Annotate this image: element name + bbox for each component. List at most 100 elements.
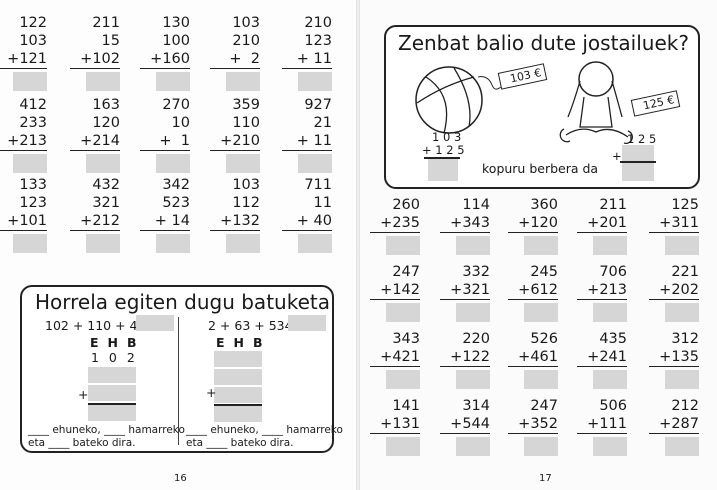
answer-box[interactable] [456, 437, 490, 456]
addition-problem: 245 +612 [508, 263, 558, 322]
answer-box[interactable] [86, 72, 120, 91]
addend: 210 [304, 15, 332, 31]
addition-problem: 247 +142 [370, 263, 420, 322]
addend: 312 [671, 331, 699, 347]
addition-problem: 342 523 + 14 [140, 176, 190, 253]
answer-box[interactable] [593, 370, 627, 389]
digit-box[interactable] [214, 387, 262, 403]
answer-box[interactable] [156, 72, 190, 91]
first-row-left: 1 0 2 [91, 350, 138, 365]
answer-box[interactable] [226, 72, 260, 91]
addition-problem: 706 +213 [577, 263, 627, 322]
method-box: Horrela egiten dugu batuketa 102 + 110 +… [20, 285, 343, 453]
answer-box[interactable] [298, 234, 332, 253]
addition-problem: 435 +241 [577, 330, 627, 389]
answer-box[interactable] [226, 234, 260, 253]
addend: 125 [671, 197, 699, 213]
answer-box-right[interactable] [288, 315, 326, 331]
answer-box[interactable] [156, 234, 190, 253]
addend-with-plus: +612 [508, 281, 558, 300]
divider [178, 317, 179, 445]
addend: 412 [19, 97, 47, 113]
answer-box[interactable] [456, 303, 490, 322]
answer-box[interactable] [593, 236, 627, 255]
digit-box[interactable] [88, 367, 136, 383]
digit-box[interactable] [214, 369, 262, 385]
answer-box[interactable] [298, 72, 332, 91]
answer-box[interactable] [86, 154, 120, 173]
addend-with-plus: +213 [0, 132, 47, 151]
addition-problem: 103 210 + 2 [210, 14, 260, 91]
addend-with-plus: +102 [70, 50, 120, 69]
answer-box[interactable] [665, 370, 699, 389]
answer-box[interactable] [593, 303, 627, 322]
addend: 314 [462, 398, 490, 414]
ehb-header-left: EHB [90, 335, 146, 350]
addend: 260 [392, 197, 420, 213]
answer-box[interactable] [156, 154, 190, 173]
addition-problem: 343 +421 [370, 330, 420, 389]
answer-box[interactable] [13, 72, 47, 91]
sentence-left-2: eta ____ bateko dira. [28, 437, 136, 449]
addend-with-plus: +122 [440, 348, 490, 367]
sentence-right-1: ____ ehuneko, ____ hamarreko [186, 424, 343, 436]
digit-box[interactable] [88, 385, 136, 401]
addend: 332 [462, 264, 490, 280]
answer-box[interactable] [298, 154, 332, 173]
answer-box[interactable] [226, 154, 260, 173]
sum-top: 1 0 3 [432, 130, 462, 144]
answer-box[interactable] [665, 437, 699, 456]
addend: 114 [462, 197, 490, 213]
page-fold [356, 0, 360, 490]
addend-with-plus: +101 [0, 212, 47, 231]
toys-alt-box[interactable] [622, 145, 654, 181]
answer-box[interactable] [386, 236, 420, 255]
addition-problem: 360 +120 [508, 196, 558, 255]
addend: 110 [232, 115, 260, 131]
answer-box[interactable] [386, 303, 420, 322]
answer-box[interactable] [456, 370, 490, 389]
toys-answer-box[interactable] [428, 159, 458, 181]
addend: 342 [162, 177, 190, 193]
addition-problem: 711 11 + 40 [282, 176, 332, 253]
addend-with-plus: +111 [577, 415, 627, 434]
answer-box[interactable] [456, 236, 490, 255]
addition-problem: 210 123 + 11 [282, 14, 332, 91]
sentence-right-2: eta ____ bateko dira. [186, 437, 294, 449]
addend-with-plus: +210 [210, 132, 260, 151]
addend-with-plus: +241 [577, 348, 627, 367]
answer-box[interactable] [524, 437, 558, 456]
addend: 711 [304, 177, 332, 193]
addend: 103 [19, 33, 47, 49]
answer-box[interactable] [665, 303, 699, 322]
addend: 10 [171, 115, 190, 131]
answer-box[interactable] [665, 236, 699, 255]
answer-box[interactable] [13, 234, 47, 253]
addend: 130 [162, 15, 190, 31]
answer-box[interactable] [524, 370, 558, 389]
answer-box[interactable] [86, 234, 120, 253]
result-box[interactable] [88, 405, 136, 421]
method-title: Horrela egiten dugu batuketa [35, 290, 330, 314]
sum-bottom: + 1 2 5 [422, 143, 465, 157]
answer-box-left[interactable] [136, 315, 174, 331]
page-number-17: 17 [539, 473, 552, 484]
addend: 432 [92, 177, 120, 193]
toys-box: Zenbat balio dute jostailuek? 103 € 125 … [384, 25, 700, 189]
addend-with-plus: +213 [577, 281, 627, 300]
plus-sign: + [206, 385, 217, 400]
answer-box[interactable] [524, 236, 558, 255]
addition-problem: 412 233 +213 [0, 96, 47, 173]
addend: 100 [162, 33, 190, 49]
addend-with-plus: +321 [440, 281, 490, 300]
answer-box[interactable] [386, 370, 420, 389]
digit-box[interactable] [214, 351, 262, 367]
answer-box[interactable] [524, 303, 558, 322]
sum-line [620, 161, 656, 163]
answer-box[interactable] [386, 437, 420, 456]
result-box[interactable] [214, 406, 262, 422]
answer-box[interactable] [593, 437, 627, 456]
answer-box[interactable] [13, 154, 47, 173]
addition-problem: 125 +311 [649, 196, 699, 255]
